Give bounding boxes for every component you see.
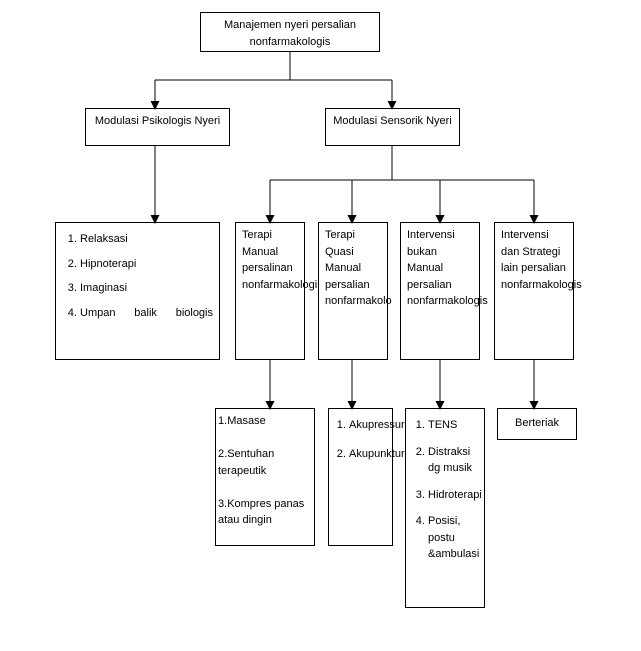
col2-list-node: Akupressur Akupunktur [328, 408, 393, 546]
col4-node: Intervensi dan Strategi lain persalian n… [494, 222, 574, 360]
list-item: Hidroterapi [428, 487, 478, 504]
list-item: Distraksi dg musik [428, 444, 478, 477]
list-item: Sentuhan terapeutik [218, 448, 274, 477]
list-item: Relaksasi [80, 231, 213, 248]
col1-list-node: 1.Masase 2.Sentuhan terapeutik 3.Kompres… [215, 408, 315, 546]
list-item: Kompres panas atau dingin [218, 498, 304, 527]
list-item: Akupressur [349, 417, 386, 434]
mod-psy-node: Modulasi Psikologis Nyeri [85, 108, 230, 146]
root-node: Manajemen nyeri persalian nonfarmakologi… [200, 12, 380, 52]
list-item: TENS [428, 417, 478, 434]
list-item: Akupunktur [349, 446, 386, 463]
list-item: Masase [227, 415, 266, 427]
list-item: Umpan balik biologis [80, 305, 213, 322]
col4-leaf-node: Berteriak [497, 408, 577, 440]
col3-list-node: TENS Distraksi dg musik Hidroterapi Posi… [405, 408, 485, 608]
psy-list-node: Relaksasi Hipnoterapi Imaginasi Umpan ba… [55, 222, 220, 360]
col1-node: Terapi Manual persalinan nonfarmakologis [235, 222, 305, 360]
col3-node: Intervensi bukan Manual persalian nonfar… [400, 222, 480, 360]
list-item: Posisi, postu &ambulasi [428, 513, 478, 563]
list-item: Imaginasi [80, 280, 213, 297]
list-item: Hipnoterapi [80, 256, 213, 273]
mod-sens-node: Modulasi Sensorik Nyeri [325, 108, 460, 146]
col2-node: Terapi Quasi Manual persalian nonfarmako… [318, 222, 388, 360]
